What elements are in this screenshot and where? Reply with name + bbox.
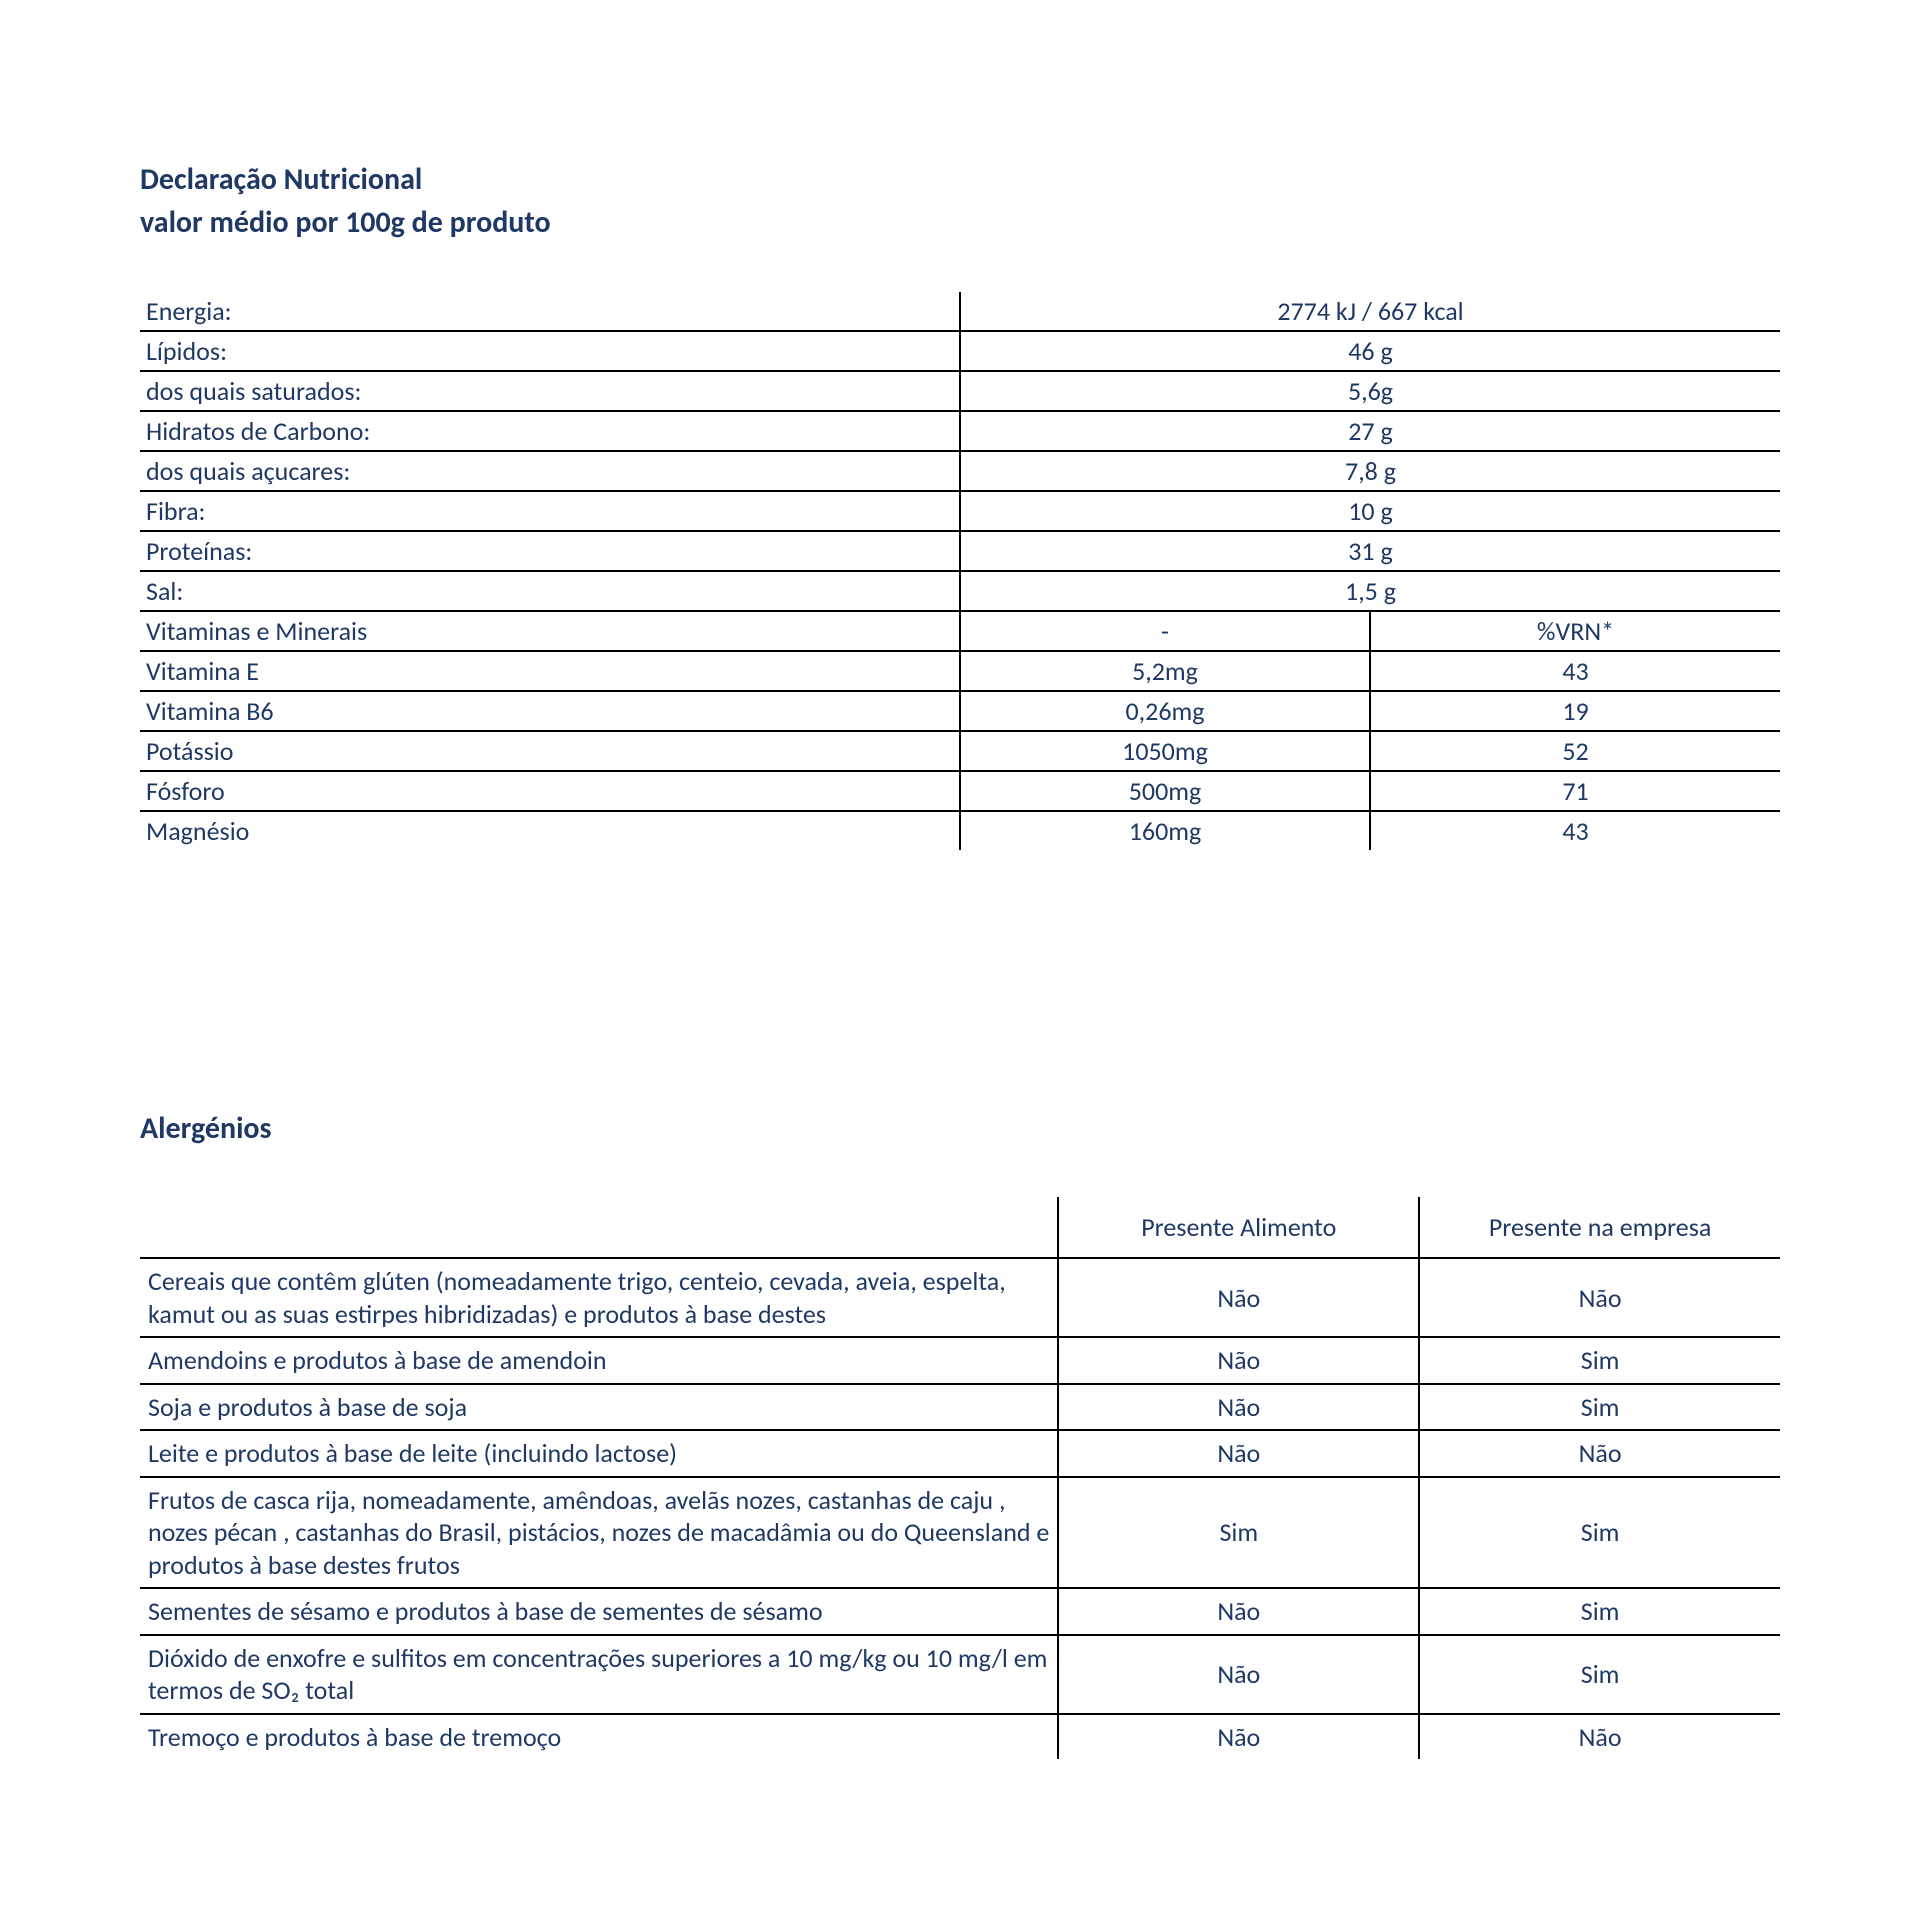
allergen-row-food: Não [1058, 1588, 1419, 1635]
allergen-row-company: Sim [1419, 1635, 1780, 1714]
vitamin-row-label: Vitamina E [140, 651, 960, 691]
allergen-row-label: Cereais que contêm glúten (nomeadamente … [140, 1258, 1058, 1337]
vitamin-row: Potássio1050mg52 [140, 731, 1780, 771]
vitamin-row-vrn: 43 [1370, 811, 1780, 850]
nutrition-row-value: 1,5 g [960, 571, 1780, 611]
allergen-row-label: Leite e produtos à base de leite (inclui… [140, 1430, 1058, 1477]
allergen-row-food: Sim [1058, 1477, 1419, 1589]
vitamin-row-label: Potássio [140, 731, 960, 771]
nutrition-row: Fibra:10 g [140, 491, 1780, 531]
allergen-row: Sementes de sésamo e produtos à base de … [140, 1588, 1780, 1635]
nutrition-row-label: Energia: [140, 292, 960, 331]
nutrition-row-value: 2774 kJ / 667 kcal [960, 292, 1780, 331]
allergen-header-row: Presente AlimentoPresente na empresa [140, 1197, 1780, 1258]
nutrition-row-value: 10 g [960, 491, 1780, 531]
vitamins-header-row: Vitaminas e Minerais-%VRN* [140, 611, 1780, 651]
vitamin-row: Fósforo500mg71 [140, 771, 1780, 811]
allergen-row-label: Frutos de casca rija, nomeadamente, amên… [140, 1477, 1058, 1589]
vitamins-header-col1: - [960, 611, 1370, 651]
allergen-row-label: Soja e produtos à base de soja [140, 1384, 1058, 1431]
nutrition-row-value: 27 g [960, 411, 1780, 451]
nutrition-row: Proteínas:31 g [140, 531, 1780, 571]
nutrition-table: Energia:2774 kJ / 667 kcalLípidos:46 gdo… [140, 292, 1780, 850]
allergen-row: Tremoço e produtos à base de tremoçoNãoN… [140, 1714, 1780, 1760]
allergen-row-company: Sim [1419, 1337, 1780, 1384]
nutrition-row-value: 7,8 g [960, 451, 1780, 491]
allergen-row-company: Sim [1419, 1588, 1780, 1635]
allergen-row: Soja e produtos à base de sojaNãoSim [140, 1384, 1780, 1431]
nutrition-row-label: dos quais saturados: [140, 371, 960, 411]
nutrition-row-label: Proteínas: [140, 531, 960, 571]
nutrition-row: Energia:2774 kJ / 667 kcal [140, 292, 1780, 331]
allergen-row-company: Sim [1419, 1384, 1780, 1431]
allergen-row-company: Sim [1419, 1477, 1780, 1589]
nutrition-row: Hidratos de Carbono:27 g [140, 411, 1780, 451]
vitamin-row-amount: 5,2mg [960, 651, 1370, 691]
allergen-row-food: Não [1058, 1384, 1419, 1431]
vitamin-row-vrn: 71 [1370, 771, 1780, 811]
vitamin-row-label: Magnésio [140, 811, 960, 850]
page-subtitle: valor médio por 100g de produto [140, 203, 1780, 242]
vitamin-row-label: Vitamina B6 [140, 691, 960, 731]
page-title: Declaração Nutricional [140, 160, 1780, 199]
vitamin-row: Vitamina E5,2mg43 [140, 651, 1780, 691]
allergens-table: Presente AlimentoPresente na empresaCere… [140, 1197, 1780, 1759]
allergen-row-label: Sementes de sésamo e produtos à base de … [140, 1588, 1058, 1635]
vitamin-row-amount: 1050mg [960, 731, 1370, 771]
allergen-row: Dióxido de enxofre e sulfitos em concent… [140, 1635, 1780, 1714]
vitamin-row-vrn: 19 [1370, 691, 1780, 731]
nutrition-row-label: dos quais açucares: [140, 451, 960, 491]
nutrition-row-label: Fibra: [140, 491, 960, 531]
nutrition-row-value: 5,6g [960, 371, 1780, 411]
nutrition-row-label: Hidratos de Carbono: [140, 411, 960, 451]
nutrition-row: Lípidos:46 g [140, 331, 1780, 371]
nutrition-row: dos quais açucares:7,8 g [140, 451, 1780, 491]
allergen-row: Leite e produtos à base de leite (inclui… [140, 1430, 1780, 1477]
vitamin-row-vrn: 43 [1370, 651, 1780, 691]
nutrition-row-label: Sal: [140, 571, 960, 611]
allergen-row-food: Não [1058, 1430, 1419, 1477]
nutrition-row: dos quais saturados:5,6g [140, 371, 1780, 411]
vitamin-row-vrn: 52 [1370, 731, 1780, 771]
allergen-row-label: Amendoins e produtos à base de amendoin [140, 1337, 1058, 1384]
nutrition-row: Sal:1,5 g [140, 571, 1780, 611]
allergens-title: Alergénios [140, 1110, 1780, 1147]
nutrition-row-value: 31 g [960, 531, 1780, 571]
vitamins-header-col2: %VRN* [1370, 611, 1780, 651]
allergen-row-company: Não [1419, 1430, 1780, 1477]
vitamin-row: Magnésio160mg43 [140, 811, 1780, 850]
allergen-row-company: Não [1419, 1714, 1780, 1760]
allergen-row-food: Não [1058, 1635, 1419, 1714]
allergen-row-food: Não [1058, 1714, 1419, 1760]
allergen-row-food: Não [1058, 1258, 1419, 1337]
allergen-row-food: Não [1058, 1337, 1419, 1384]
vitamin-row-amount: 0,26mg [960, 691, 1370, 731]
allergen-header-company: Presente na empresa [1419, 1197, 1780, 1258]
vitamin-row-amount: 160mg [960, 811, 1370, 850]
allergen-header-empty [140, 1197, 1058, 1258]
allergen-header-food: Presente Alimento [1058, 1197, 1419, 1258]
vitamin-row: Vitamina B60,26mg19 [140, 691, 1780, 731]
allergen-row-label: Tremoço e produtos à base de tremoço [140, 1714, 1058, 1760]
nutrition-row-label: Lípidos: [140, 331, 960, 371]
allergen-row: Cereais que contêm glúten (nomeadamente … [140, 1258, 1780, 1337]
vitamin-row-amount: 500mg [960, 771, 1370, 811]
vitamin-row-label: Fósforo [140, 771, 960, 811]
allergen-row-company: Não [1419, 1258, 1780, 1337]
vitamins-header-label: Vitaminas e Minerais [140, 611, 960, 651]
allergen-row: Frutos de casca rija, nomeadamente, amên… [140, 1477, 1780, 1589]
allergen-row-label: Dióxido de enxofre e sulfitos em concent… [140, 1635, 1058, 1714]
allergen-row: Amendoins e produtos à base de amendoinN… [140, 1337, 1780, 1384]
page-root: Declaração Nutricional valor médio por 1… [0, 0, 1920, 1759]
nutrition-row-value: 46 g [960, 331, 1780, 371]
